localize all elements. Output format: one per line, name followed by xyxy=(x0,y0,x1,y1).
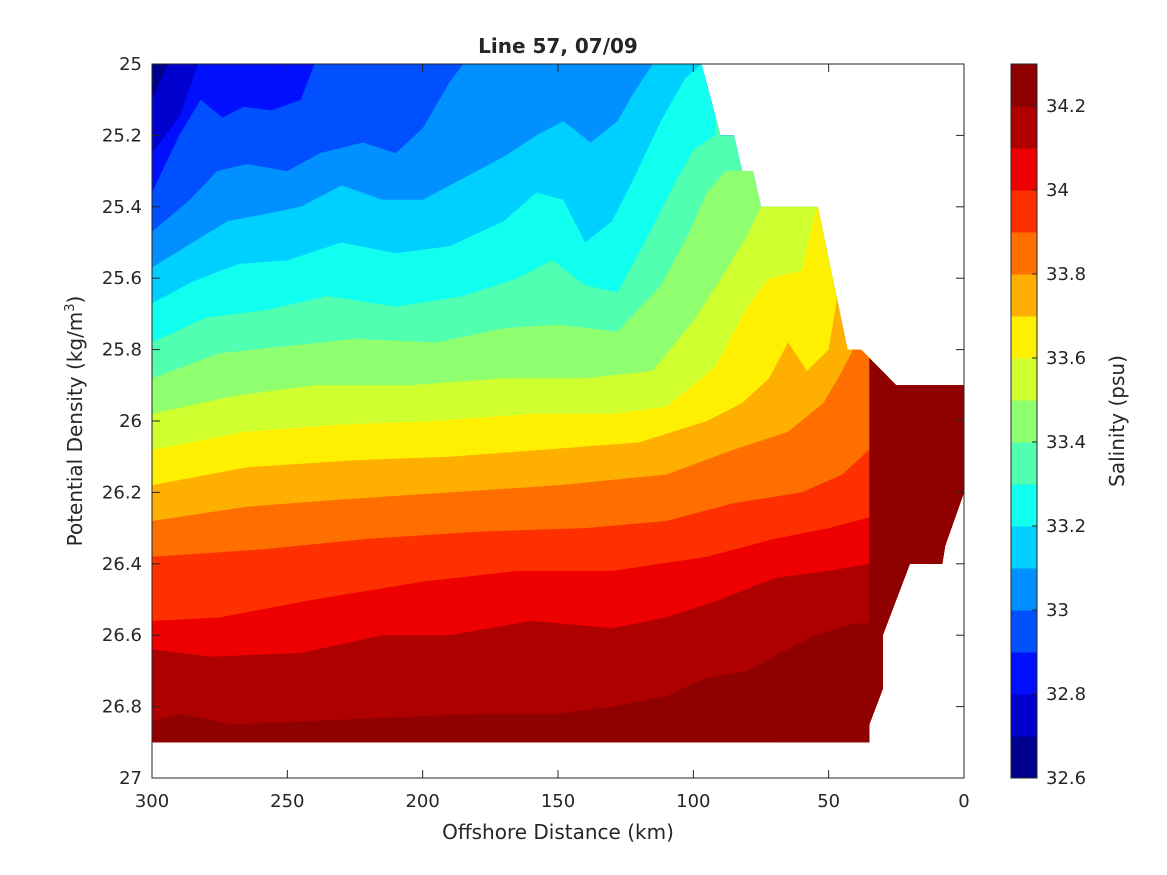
colorbar-tick-label: 33.6 xyxy=(1046,348,1086,369)
y-tick-label: 26.4 xyxy=(102,554,142,575)
colorbar-swatch xyxy=(1011,148,1037,191)
colorbar-swatch xyxy=(1011,610,1037,653)
colorbar-swatch xyxy=(1011,64,1037,107)
colorbar-swatch xyxy=(1011,232,1037,275)
colorbar-swatch xyxy=(1011,442,1037,485)
x-tick-label: 50 xyxy=(817,791,840,812)
colorbar-swatches xyxy=(1011,64,1037,779)
colorbar-tick-label: 32.6 xyxy=(1046,768,1086,789)
x-tick-label: 250 xyxy=(270,791,304,812)
y-axis-label: Potential Density (kg/m3) xyxy=(63,296,87,547)
colorbar-swatch xyxy=(1011,190,1037,233)
chart-title: Line 57, 07/09 xyxy=(478,34,638,58)
colorbar-tick-label: 34 xyxy=(1046,180,1069,201)
colorbar-swatch xyxy=(1011,568,1037,611)
colorbar-tick-label: 34.2 xyxy=(1046,96,1086,117)
x-tick-label: 200 xyxy=(405,791,439,812)
y-tick-label: 26 xyxy=(119,411,142,432)
y-tick-label: 25.6 xyxy=(102,268,142,289)
colorbar-swatch xyxy=(1011,106,1037,149)
y-axis-ticks: 25 25.2 25.4 25.6 25.8 26 26.2 26.4 26.6 26.8 27 xyxy=(102,54,964,789)
y-tick-label: 25.2 xyxy=(102,125,142,146)
x-tick-label: 150 xyxy=(541,791,575,812)
band-34.1 xyxy=(152,64,964,743)
colorbar-swatch xyxy=(1011,274,1037,317)
colorbar-ticks: 32.6 32.8 33 33.2 33.4 33.6 33.8 34 34.2 xyxy=(1032,96,1086,789)
colorbar-tick-label: 33.8 xyxy=(1046,264,1086,285)
colorbar-swatch xyxy=(1011,736,1037,779)
x-tick-label: 300 xyxy=(135,791,169,812)
colorbar-frame xyxy=(1010,63,1038,779)
x-tick-label: 0 xyxy=(958,791,969,812)
colorbar-swatch xyxy=(1011,652,1037,695)
y-tick-label: 25.4 xyxy=(102,197,142,218)
y-tick-label: 27 xyxy=(119,768,142,789)
colorbar-swatch xyxy=(1011,526,1037,569)
x-axis-ticks: 300 250 200 150 100 50 0 xyxy=(135,64,970,812)
y-tick-label: 26.6 xyxy=(102,625,142,646)
colorbar: 32.6 32.8 33 33.2 33.4 33.6 33.8 34 34.2 Salinit… xyxy=(1010,63,1129,789)
y-tick-label: 26.2 xyxy=(102,482,142,503)
x-tick-label: 100 xyxy=(676,791,710,812)
plot-area: 300 250 200 150 100 50 0 2525.225.425.625.8262… xyxy=(102,54,970,812)
y-tick-label: 25 xyxy=(119,54,142,75)
y-tick-label: 25.8 xyxy=(102,340,142,361)
colorbar-swatch xyxy=(1011,400,1037,443)
colorbar-tick-label: 32.8 xyxy=(1046,684,1086,705)
colorbar-tick-label: 33.2 xyxy=(1046,516,1086,537)
colorbar-tick-label: 33.4 xyxy=(1046,432,1086,453)
y-tick-label: 26.8 xyxy=(102,697,142,718)
colorbar-label: Salinity (psu) xyxy=(1105,355,1129,487)
x-axis-label: Offshore Distance (km) xyxy=(442,820,674,844)
colorbar-swatch xyxy=(1011,694,1037,737)
colorbar-swatch xyxy=(1011,316,1037,359)
colorbar-swatch xyxy=(1011,358,1037,401)
colorbar-swatch xyxy=(1011,484,1037,527)
colorbar-tick-label: 33 xyxy=(1046,600,1069,621)
